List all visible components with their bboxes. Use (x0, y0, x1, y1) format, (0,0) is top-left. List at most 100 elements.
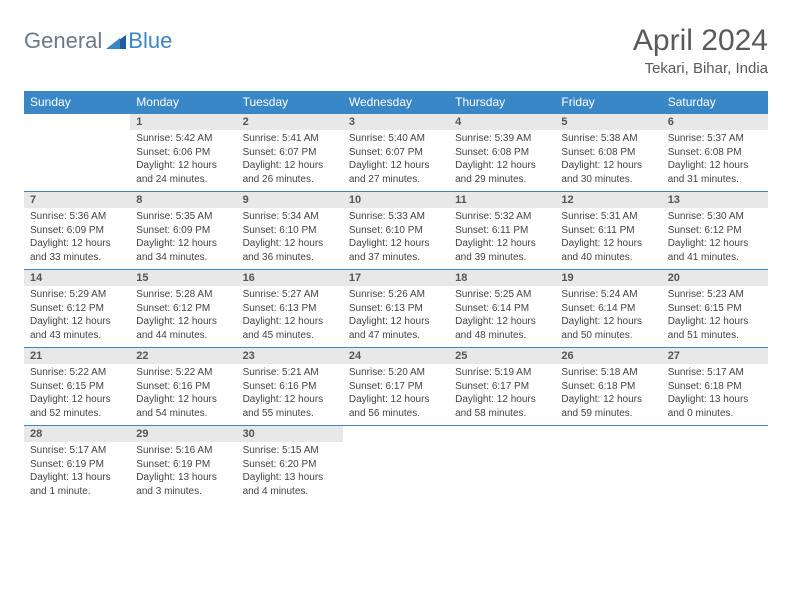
sunrise-line: Sunrise: 5:28 AM (136, 288, 230, 302)
sunset-line: Sunset: 6:07 PM (349, 146, 443, 160)
daylight-line: and 51 minutes. (668, 329, 762, 343)
sunrise-line: Sunrise: 5:17 AM (30, 444, 124, 458)
calendar-cell: 28Sunrise: 5:17 AMSunset: 6:19 PMDayligh… (24, 426, 130, 504)
calendar-week: 21Sunrise: 5:22 AMSunset: 6:15 PMDayligh… (24, 348, 768, 426)
title-block: April 2024 Tekari, Bihar, India (633, 24, 768, 77)
day-number: 13 (662, 192, 768, 208)
daylight-line: and 29 minutes. (455, 173, 549, 187)
cell-body: Sunrise: 5:20 AMSunset: 6:17 PMDaylight:… (343, 364, 449, 424)
daylight-line: Daylight: 12 hours (30, 315, 124, 329)
sunset-line: Sunset: 6:13 PM (243, 302, 337, 316)
day-number: 23 (237, 348, 343, 364)
sunrise-line: Sunrise: 5:30 AM (668, 210, 762, 224)
daylight-line: Daylight: 12 hours (136, 315, 230, 329)
daylight-line: Daylight: 12 hours (455, 393, 549, 407)
calendar-week: 7Sunrise: 5:36 AMSunset: 6:09 PMDaylight… (24, 192, 768, 270)
day-number: 4 (449, 114, 555, 130)
daylight-line: Daylight: 12 hours (136, 237, 230, 251)
day-number: 29 (130, 426, 236, 442)
sunrise-line: Sunrise: 5:18 AM (561, 366, 655, 380)
calendar-cell (662, 426, 768, 504)
logo-text-general: General (24, 28, 102, 54)
cell-body: Sunrise: 5:30 AMSunset: 6:12 PMDaylight:… (662, 208, 768, 268)
daylight-line: Daylight: 12 hours (136, 393, 230, 407)
day-header-row: SundayMondayTuesdayWednesdayThursdayFrid… (24, 91, 768, 114)
day-number: 15 (130, 270, 236, 286)
cell-body: Sunrise: 5:22 AMSunset: 6:16 PMDaylight:… (130, 364, 236, 424)
sunset-line: Sunset: 6:12 PM (30, 302, 124, 316)
sunset-line: Sunset: 6:19 PM (136, 458, 230, 472)
daylight-line: Daylight: 13 hours (30, 471, 124, 485)
sunrise-line: Sunrise: 5:26 AM (349, 288, 443, 302)
calendar-cell: 3Sunrise: 5:40 AMSunset: 6:07 PMDaylight… (343, 114, 449, 192)
daylight-line: Daylight: 13 hours (243, 471, 337, 485)
sunset-line: Sunset: 6:16 PM (243, 380, 337, 394)
sunrise-line: Sunrise: 5:23 AM (668, 288, 762, 302)
sunset-line: Sunset: 6:08 PM (668, 146, 762, 160)
cell-body: Sunrise: 5:15 AMSunset: 6:20 PMDaylight:… (237, 442, 343, 502)
calendar-cell: 15Sunrise: 5:28 AMSunset: 6:12 PMDayligh… (130, 270, 236, 348)
day-number: 1 (130, 114, 236, 130)
cell-body: Sunrise: 5:21 AMSunset: 6:16 PMDaylight:… (237, 364, 343, 424)
calendar-cell: 4Sunrise: 5:39 AMSunset: 6:08 PMDaylight… (449, 114, 555, 192)
calendar-cell: 18Sunrise: 5:25 AMSunset: 6:14 PMDayligh… (449, 270, 555, 348)
sunrise-line: Sunrise: 5:24 AM (561, 288, 655, 302)
day-header: Thursday (449, 91, 555, 114)
day-header: Sunday (24, 91, 130, 114)
calendar-cell: 5Sunrise: 5:38 AMSunset: 6:08 PMDaylight… (555, 114, 661, 192)
day-number: 9 (237, 192, 343, 208)
sunset-line: Sunset: 6:13 PM (349, 302, 443, 316)
calendar-cell: 13Sunrise: 5:30 AMSunset: 6:12 PMDayligh… (662, 192, 768, 270)
daylight-line: and 30 minutes. (561, 173, 655, 187)
cell-body: Sunrise: 5:22 AMSunset: 6:15 PMDaylight:… (24, 364, 130, 424)
cell-body: Sunrise: 5:41 AMSunset: 6:07 PMDaylight:… (237, 130, 343, 190)
sunset-line: Sunset: 6:15 PM (30, 380, 124, 394)
sunrise-line: Sunrise: 5:38 AM (561, 132, 655, 146)
calendar-cell: 20Sunrise: 5:23 AMSunset: 6:15 PMDayligh… (662, 270, 768, 348)
calendar-week: 28Sunrise: 5:17 AMSunset: 6:19 PMDayligh… (24, 426, 768, 504)
cell-body: Sunrise: 5:31 AMSunset: 6:11 PMDaylight:… (555, 208, 661, 268)
daylight-line: and 59 minutes. (561, 407, 655, 421)
sunrise-line: Sunrise: 5:16 AM (136, 444, 230, 458)
sunrise-line: Sunrise: 5:40 AM (349, 132, 443, 146)
day-number: 8 (130, 192, 236, 208)
daylight-line: Daylight: 12 hours (455, 159, 549, 173)
sunset-line: Sunset: 6:11 PM (455, 224, 549, 238)
sunrise-line: Sunrise: 5:31 AM (561, 210, 655, 224)
calendar-cell: 1Sunrise: 5:42 AMSunset: 6:06 PMDaylight… (130, 114, 236, 192)
calendar-cell: 8Sunrise: 5:35 AMSunset: 6:09 PMDaylight… (130, 192, 236, 270)
calendar-cell: 10Sunrise: 5:33 AMSunset: 6:10 PMDayligh… (343, 192, 449, 270)
logo-text-blue: Blue (128, 28, 172, 54)
calendar-week: 14Sunrise: 5:29 AMSunset: 6:12 PMDayligh… (24, 270, 768, 348)
calendar-cell: 17Sunrise: 5:26 AMSunset: 6:13 PMDayligh… (343, 270, 449, 348)
daylight-line: and 4 minutes. (243, 485, 337, 499)
sunset-line: Sunset: 6:09 PM (136, 224, 230, 238)
daylight-line: Daylight: 12 hours (561, 315, 655, 329)
sunrise-line: Sunrise: 5:42 AM (136, 132, 230, 146)
daylight-line: Daylight: 12 hours (668, 237, 762, 251)
calendar-cell: 25Sunrise: 5:19 AMSunset: 6:17 PMDayligh… (449, 348, 555, 426)
calendar-cell: 9Sunrise: 5:34 AMSunset: 6:10 PMDaylight… (237, 192, 343, 270)
sunrise-line: Sunrise: 5:39 AM (455, 132, 549, 146)
cell-body: Sunrise: 5:16 AMSunset: 6:19 PMDaylight:… (130, 442, 236, 502)
daylight-line: and 41 minutes. (668, 251, 762, 265)
calendar-cell: 23Sunrise: 5:21 AMSunset: 6:16 PMDayligh… (237, 348, 343, 426)
calendar-cell (449, 426, 555, 504)
day-number: 16 (237, 270, 343, 286)
calendar-cell: 27Sunrise: 5:17 AMSunset: 6:18 PMDayligh… (662, 348, 768, 426)
cell-body: Sunrise: 5:39 AMSunset: 6:08 PMDaylight:… (449, 130, 555, 190)
daylight-line: and 47 minutes. (349, 329, 443, 343)
daylight-line: Daylight: 12 hours (561, 159, 655, 173)
daylight-line: and 31 minutes. (668, 173, 762, 187)
day-number: 6 (662, 114, 768, 130)
daylight-line: Daylight: 12 hours (561, 393, 655, 407)
cell-body: Sunrise: 5:17 AMSunset: 6:19 PMDaylight:… (24, 442, 130, 502)
logo-triangle-icon (106, 33, 126, 49)
sunset-line: Sunset: 6:14 PM (561, 302, 655, 316)
day-header: Monday (130, 91, 236, 114)
daylight-line: and 50 minutes. (561, 329, 655, 343)
daylight-line: and 36 minutes. (243, 251, 337, 265)
day-number: 11 (449, 192, 555, 208)
calendar-cell: 24Sunrise: 5:20 AMSunset: 6:17 PMDayligh… (343, 348, 449, 426)
daylight-line: and 54 minutes. (136, 407, 230, 421)
